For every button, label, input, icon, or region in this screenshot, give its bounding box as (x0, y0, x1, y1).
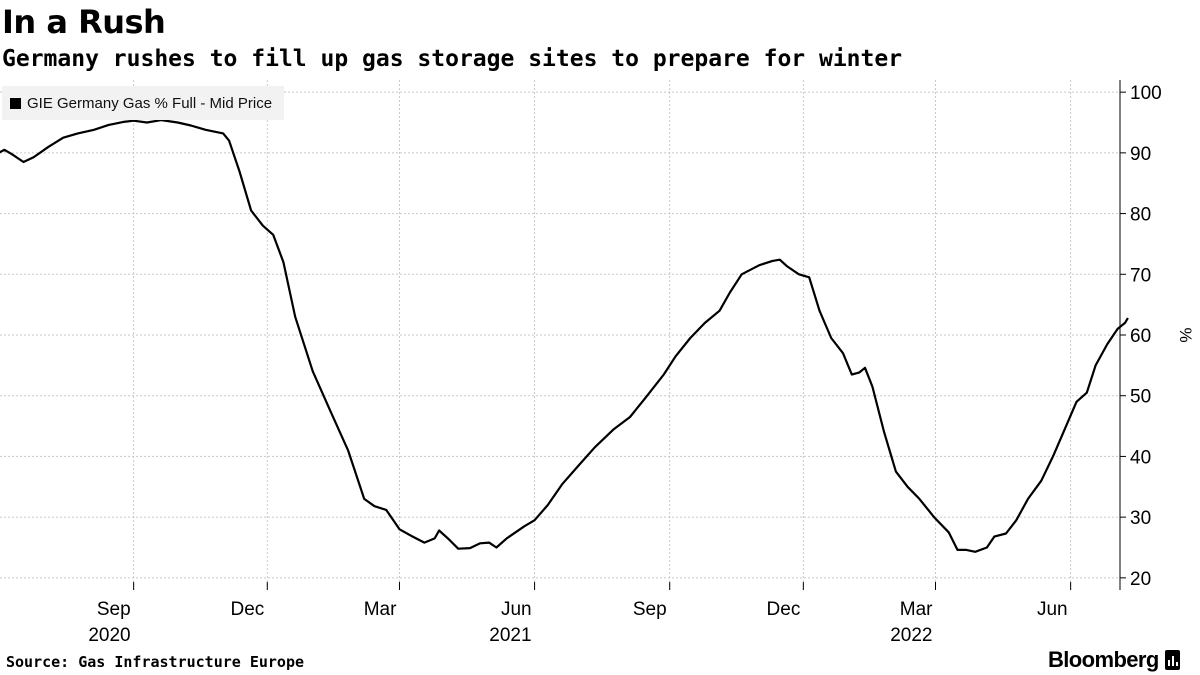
y-tick-label: 70 (1130, 265, 1151, 286)
y-tick-label: 40 (1130, 447, 1151, 468)
y-tick-label: 50 (1130, 387, 1151, 408)
legend: GIE Germany Gas % Full - Mid Price (2, 86, 285, 120)
y-tick-label: 20 (1130, 569, 1151, 590)
legend-label: GIE Germany Gas % Full - Mid Price (27, 94, 273, 112)
y-tick-label: 100 (1130, 83, 1162, 104)
source-note: Source: Gas Infrastructure Europe (6, 653, 305, 671)
terminal-icon (1164, 650, 1180, 670)
y-tick-label: 80 (1130, 205, 1151, 226)
x-year-label: 2021 (489, 625, 531, 646)
series-line (0, 119, 1129, 553)
page-title: In a Rush (2, 3, 166, 41)
y-tick-label: 60 (1130, 326, 1151, 347)
x-tick-label: Dec (767, 599, 801, 620)
x-year-label: 2020 (88, 625, 130, 646)
x-tick-label: Jun (501, 599, 532, 620)
bloomberg-logo: Bloomberg (1048, 646, 1180, 674)
y-tick-label: 30 (1130, 508, 1151, 529)
x-tick-label: Jun (1037, 599, 1068, 620)
x-tick-label: Sep (97, 599, 131, 620)
x-tick-label: Dec (230, 599, 264, 620)
x-tick-label: Mar (364, 599, 397, 620)
x-year-label: 2022 (890, 625, 932, 646)
x-tick-label: Sep (633, 599, 667, 620)
legend-swatch (10, 97, 21, 109)
brand-name: Bloomberg (1048, 647, 1159, 672)
chart-subtitle: Germany rushes to fill up gas storage si… (2, 46, 903, 72)
y-axis-label: % (1176, 327, 1195, 342)
y-tick-label: 90 (1130, 144, 1151, 165)
x-tick-label: Mar (900, 599, 933, 620)
